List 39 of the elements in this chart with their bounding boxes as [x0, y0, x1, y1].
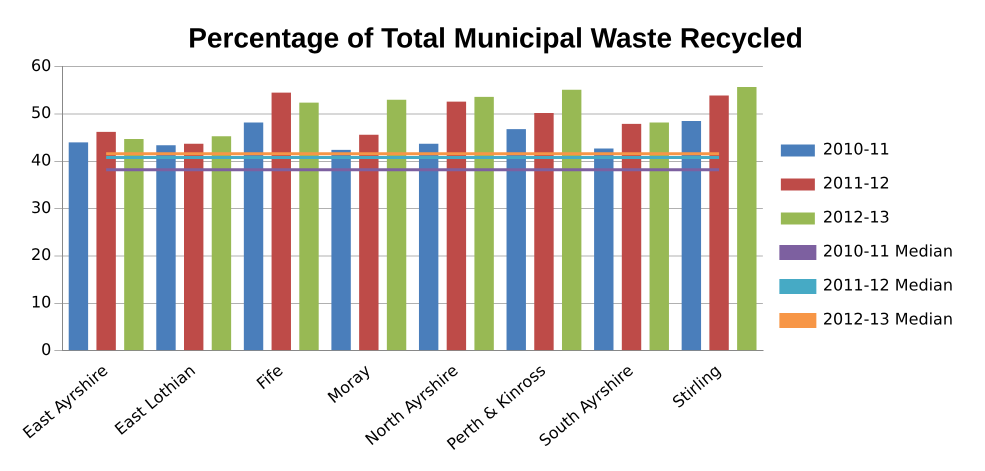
x-tick-label: Fife — [252, 360, 287, 394]
y-tick-label: 60 — [31, 56, 52, 75]
bar — [446, 102, 466, 350]
bar — [418, 144, 438, 350]
bar — [299, 102, 319, 350]
legend-label: 2011-12 — [822, 174, 890, 193]
bar — [474, 96, 494, 350]
legend-label: 2011-12 Median — [822, 276, 954, 295]
bar — [156, 145, 176, 350]
bar — [386, 100, 406, 350]
y-tick-label: 50 — [31, 103, 52, 122]
legend-label: 2012-13 — [822, 208, 890, 227]
bar — [650, 122, 669, 350]
bar — [709, 95, 729, 350]
bar — [124, 139, 144, 350]
legend-label: 2010-11 — [822, 140, 890, 159]
bar — [359, 134, 379, 350]
bar — [212, 136, 232, 350]
legend-label: 2010-11 Median — [822, 242, 954, 261]
bar — [506, 129, 526, 350]
bar — [68, 142, 88, 350]
bar — [622, 124, 642, 350]
y-tick-label: 10 — [31, 292, 52, 312]
bar — [737, 86, 757, 350]
bar — [534, 112, 554, 350]
bar — [184, 144, 204, 350]
bar — [272, 92, 291, 350]
legend-label: 2012-13 Median — [822, 310, 954, 329]
bar — [562, 90, 582, 350]
bar — [96, 132, 116, 350]
y-tick-label: 30 — [31, 198, 52, 217]
bar — [331, 150, 351, 350]
y-tick-label: 40 — [31, 150, 52, 170]
y-tick-label: 0 — [41, 340, 52, 359]
y-tick-label: 20 — [31, 245, 52, 264]
bar — [682, 121, 702, 350]
bar — [244, 122, 264, 350]
chart-title: Percentage of Total Municipal Waste Recycled — [188, 22, 803, 54]
bar — [594, 148, 614, 350]
